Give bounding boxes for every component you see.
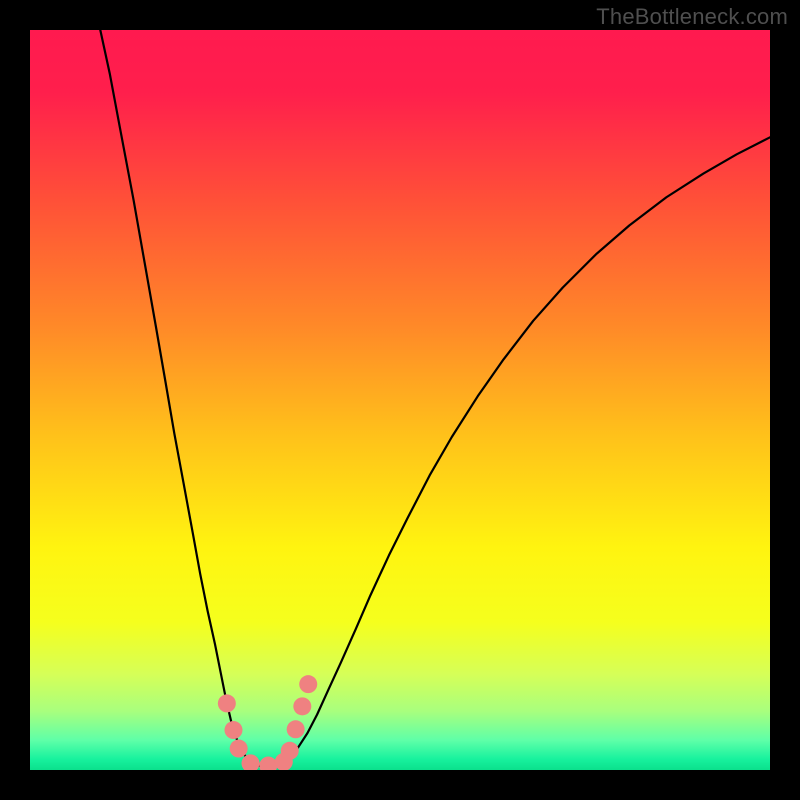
watermark-text: TheBottleneck.com [596, 4, 788, 30]
plot-frame [30, 30, 770, 770]
plot-background-gradient [30, 30, 770, 770]
